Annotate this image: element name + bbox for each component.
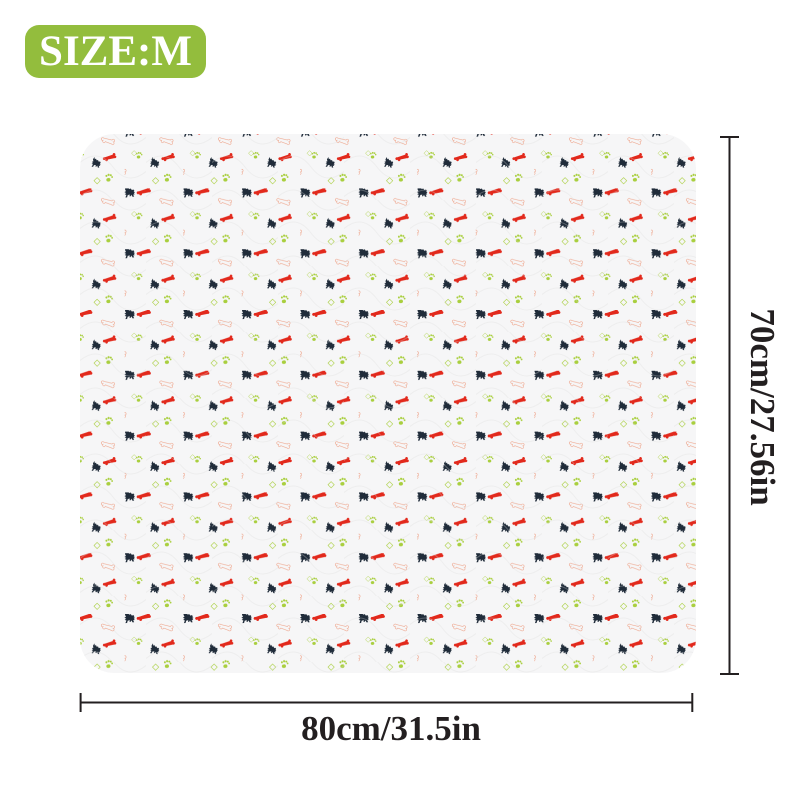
svg-text:70cm/27.56in: 70cm/27.56in: [743, 308, 782, 505]
svg-text:80cm/31.5in: 80cm/31.5in: [301, 709, 481, 748]
svg-text:SIZE:M: SIZE:M: [39, 28, 192, 75]
